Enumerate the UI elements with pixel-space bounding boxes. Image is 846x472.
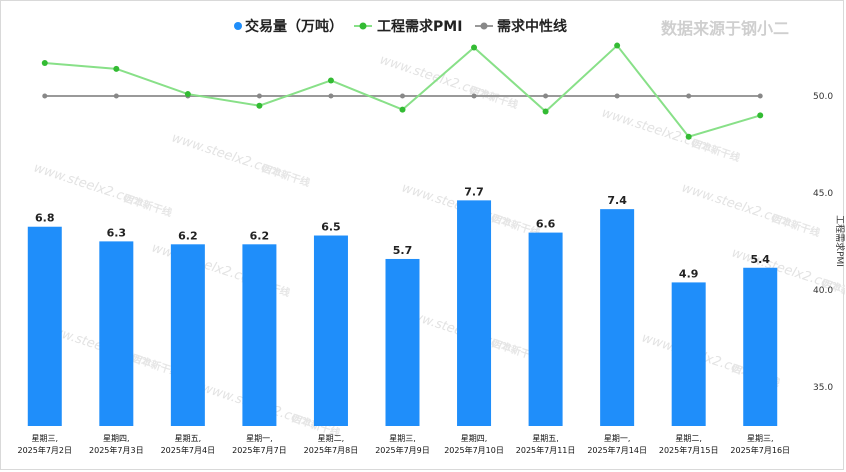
x-tick-label-date: 2025年7月9日 (375, 445, 430, 455)
pmi-point[interactable] (614, 42, 621, 49)
x-tick-label-date: 2025年7月8日 (304, 445, 359, 455)
y-tick-label: 40.0 (813, 286, 833, 296)
neutral-point[interactable] (757, 93, 763, 99)
watermark-logo: 西本新干线 (770, 211, 822, 239)
bar-value-label: 5.4 (750, 253, 770, 266)
bar-value-label: 6.8 (35, 212, 55, 225)
pmi-point[interactable] (685, 133, 692, 140)
bar-value-labels: 6.8 6.3 6.2 6.2 6.5 5.7 7.7 6.6 7.4 4.9 5.4 (35, 185, 770, 280)
neutral-point[interactable] (543, 93, 549, 99)
x-tick-label-date: 2025年7月10日 (444, 445, 504, 455)
pmi-line-series (41, 42, 764, 140)
pmi-point[interactable] (399, 106, 406, 113)
x-tick-label-weekday: 星期三, (389, 434, 416, 443)
bar-value-label: 6.6 (536, 218, 556, 231)
legend-dot-volume (234, 22, 242, 30)
neutral-line-series (42, 93, 763, 99)
right-y-axis-label: 工程需求PMI (834, 215, 845, 267)
legend-item-volume[interactable]: 交易量（万吨） (234, 18, 343, 35)
y-tick-label: 35.0 (813, 383, 833, 393)
pmi-point[interactable] (113, 65, 120, 72)
x-tick-label-date: 2025年7月3日 (89, 445, 144, 455)
neutral-point[interactable] (686, 93, 692, 99)
x-tick-label-weekday: 星期一, (604, 434, 631, 443)
pmi-point[interactable] (256, 102, 263, 109)
bar[interactable] (170, 244, 205, 426)
x-tick-label-weekday: 星期三, (31, 434, 58, 443)
bar-value-label: 4.9 (679, 267, 699, 280)
neutral-point[interactable] (400, 93, 405, 99)
x-tick-label-date: 2025年7月7日 (232, 445, 287, 455)
x-tick-label-date: 2025年7月14日 (587, 445, 647, 455)
bar-value-label: 5.7 (393, 244, 413, 257)
neutral-point[interactable] (42, 93, 48, 99)
y-tick-label: 50.0 (813, 92, 833, 102)
y-tick-label: 45.0 (813, 189, 833, 199)
x-tick-label-date: 2025年7月11日 (516, 445, 576, 455)
bar[interactable] (600, 209, 635, 426)
pmi-point[interactable] (471, 44, 478, 51)
x-tick-label-weekday: 星期二, (318, 434, 345, 443)
bar[interactable] (743, 267, 778, 426)
legend-label-pmi: 工程需求PMI (377, 18, 462, 35)
legend-dot-neutral (480, 22, 488, 30)
bar-value-label: 6.5 (321, 221, 341, 234)
bar[interactable] (528, 232, 563, 426)
x-tick-label-weekday: 星期四, (461, 434, 488, 443)
pmi-point[interactable] (184, 91, 191, 98)
watermark-logo: 西本新干线 (122, 191, 174, 219)
neutral-point[interactable] (614, 93, 620, 99)
x-tick-label-weekday: 星期三, (747, 434, 774, 443)
bar[interactable] (385, 258, 420, 426)
bar[interactable] (27, 226, 62, 426)
x-tick-label-weekday: 星期五, (175, 434, 202, 443)
watermark-logo: 西本新干线 (690, 136, 742, 164)
pmi-point[interactable] (41, 60, 48, 67)
source-note: 数据来源于钢小二 (661, 19, 789, 38)
watermark-layer: www.steelx2.com西本新干线www.steelx2.com西本新干线… (32, 53, 845, 440)
bar-value-label: 6.3 (107, 226, 127, 239)
pmi-point[interactable] (542, 108, 549, 115)
x-axis-ticks: 星期三,2025年7月2日星期四,2025年7月3日星期五,2025年7月4日星… (17, 434, 790, 455)
bar[interactable] (99, 241, 134, 426)
x-tick-label-weekday: 星期一, (246, 434, 273, 443)
x-tick-label-date: 2025年7月4日 (161, 445, 216, 455)
pmi-point[interactable] (327, 77, 334, 84)
bar[interactable] (457, 200, 492, 426)
bar-value-label: 7.7 (464, 185, 484, 198)
neutral-point[interactable] (471, 93, 477, 99)
legend-dot-pmi (359, 22, 367, 30)
legend-item-pmi[interactable]: 工程需求PMI (354, 18, 462, 35)
bar-value-label: 7.4 (607, 194, 627, 207)
bar[interactable] (671, 282, 706, 426)
neutral-point[interactable] (113, 93, 119, 99)
bar-series (27, 200, 778, 426)
bar-value-label: 6.2 (178, 229, 198, 242)
x-tick-label-date: 2025年7月16日 (730, 445, 790, 455)
watermark-logo: 西本新干线 (260, 161, 312, 189)
neutral-point[interactable] (328, 93, 334, 99)
legend: 交易量（万吨） 工程需求PMI 需求中性线 (234, 18, 567, 35)
legend-label-volume: 交易量（万吨） (245, 18, 343, 35)
x-tick-label-date: 2025年7月2日 (17, 445, 72, 455)
neutral-point[interactable] (256, 93, 262, 99)
x-tick-label-weekday: 星期二, (675, 434, 702, 443)
bar[interactable] (313, 235, 348, 426)
pmi-point[interactable] (757, 112, 764, 119)
legend-item-neutral[interactable]: 需求中性线 (475, 18, 567, 35)
legend-label-neutral: 需求中性线 (497, 18, 567, 35)
x-tick-label-weekday: 星期四, (103, 434, 130, 443)
bar[interactable] (242, 244, 277, 426)
bar-value-label: 6.2 (250, 229, 270, 242)
x-tick-label-weekday: 星期五, (532, 434, 559, 443)
right-y-axis-ticks: 50.0 45.0 40.0 35.0 (813, 92, 833, 393)
x-tick-label-date: 2025年7月15日 (659, 445, 719, 455)
